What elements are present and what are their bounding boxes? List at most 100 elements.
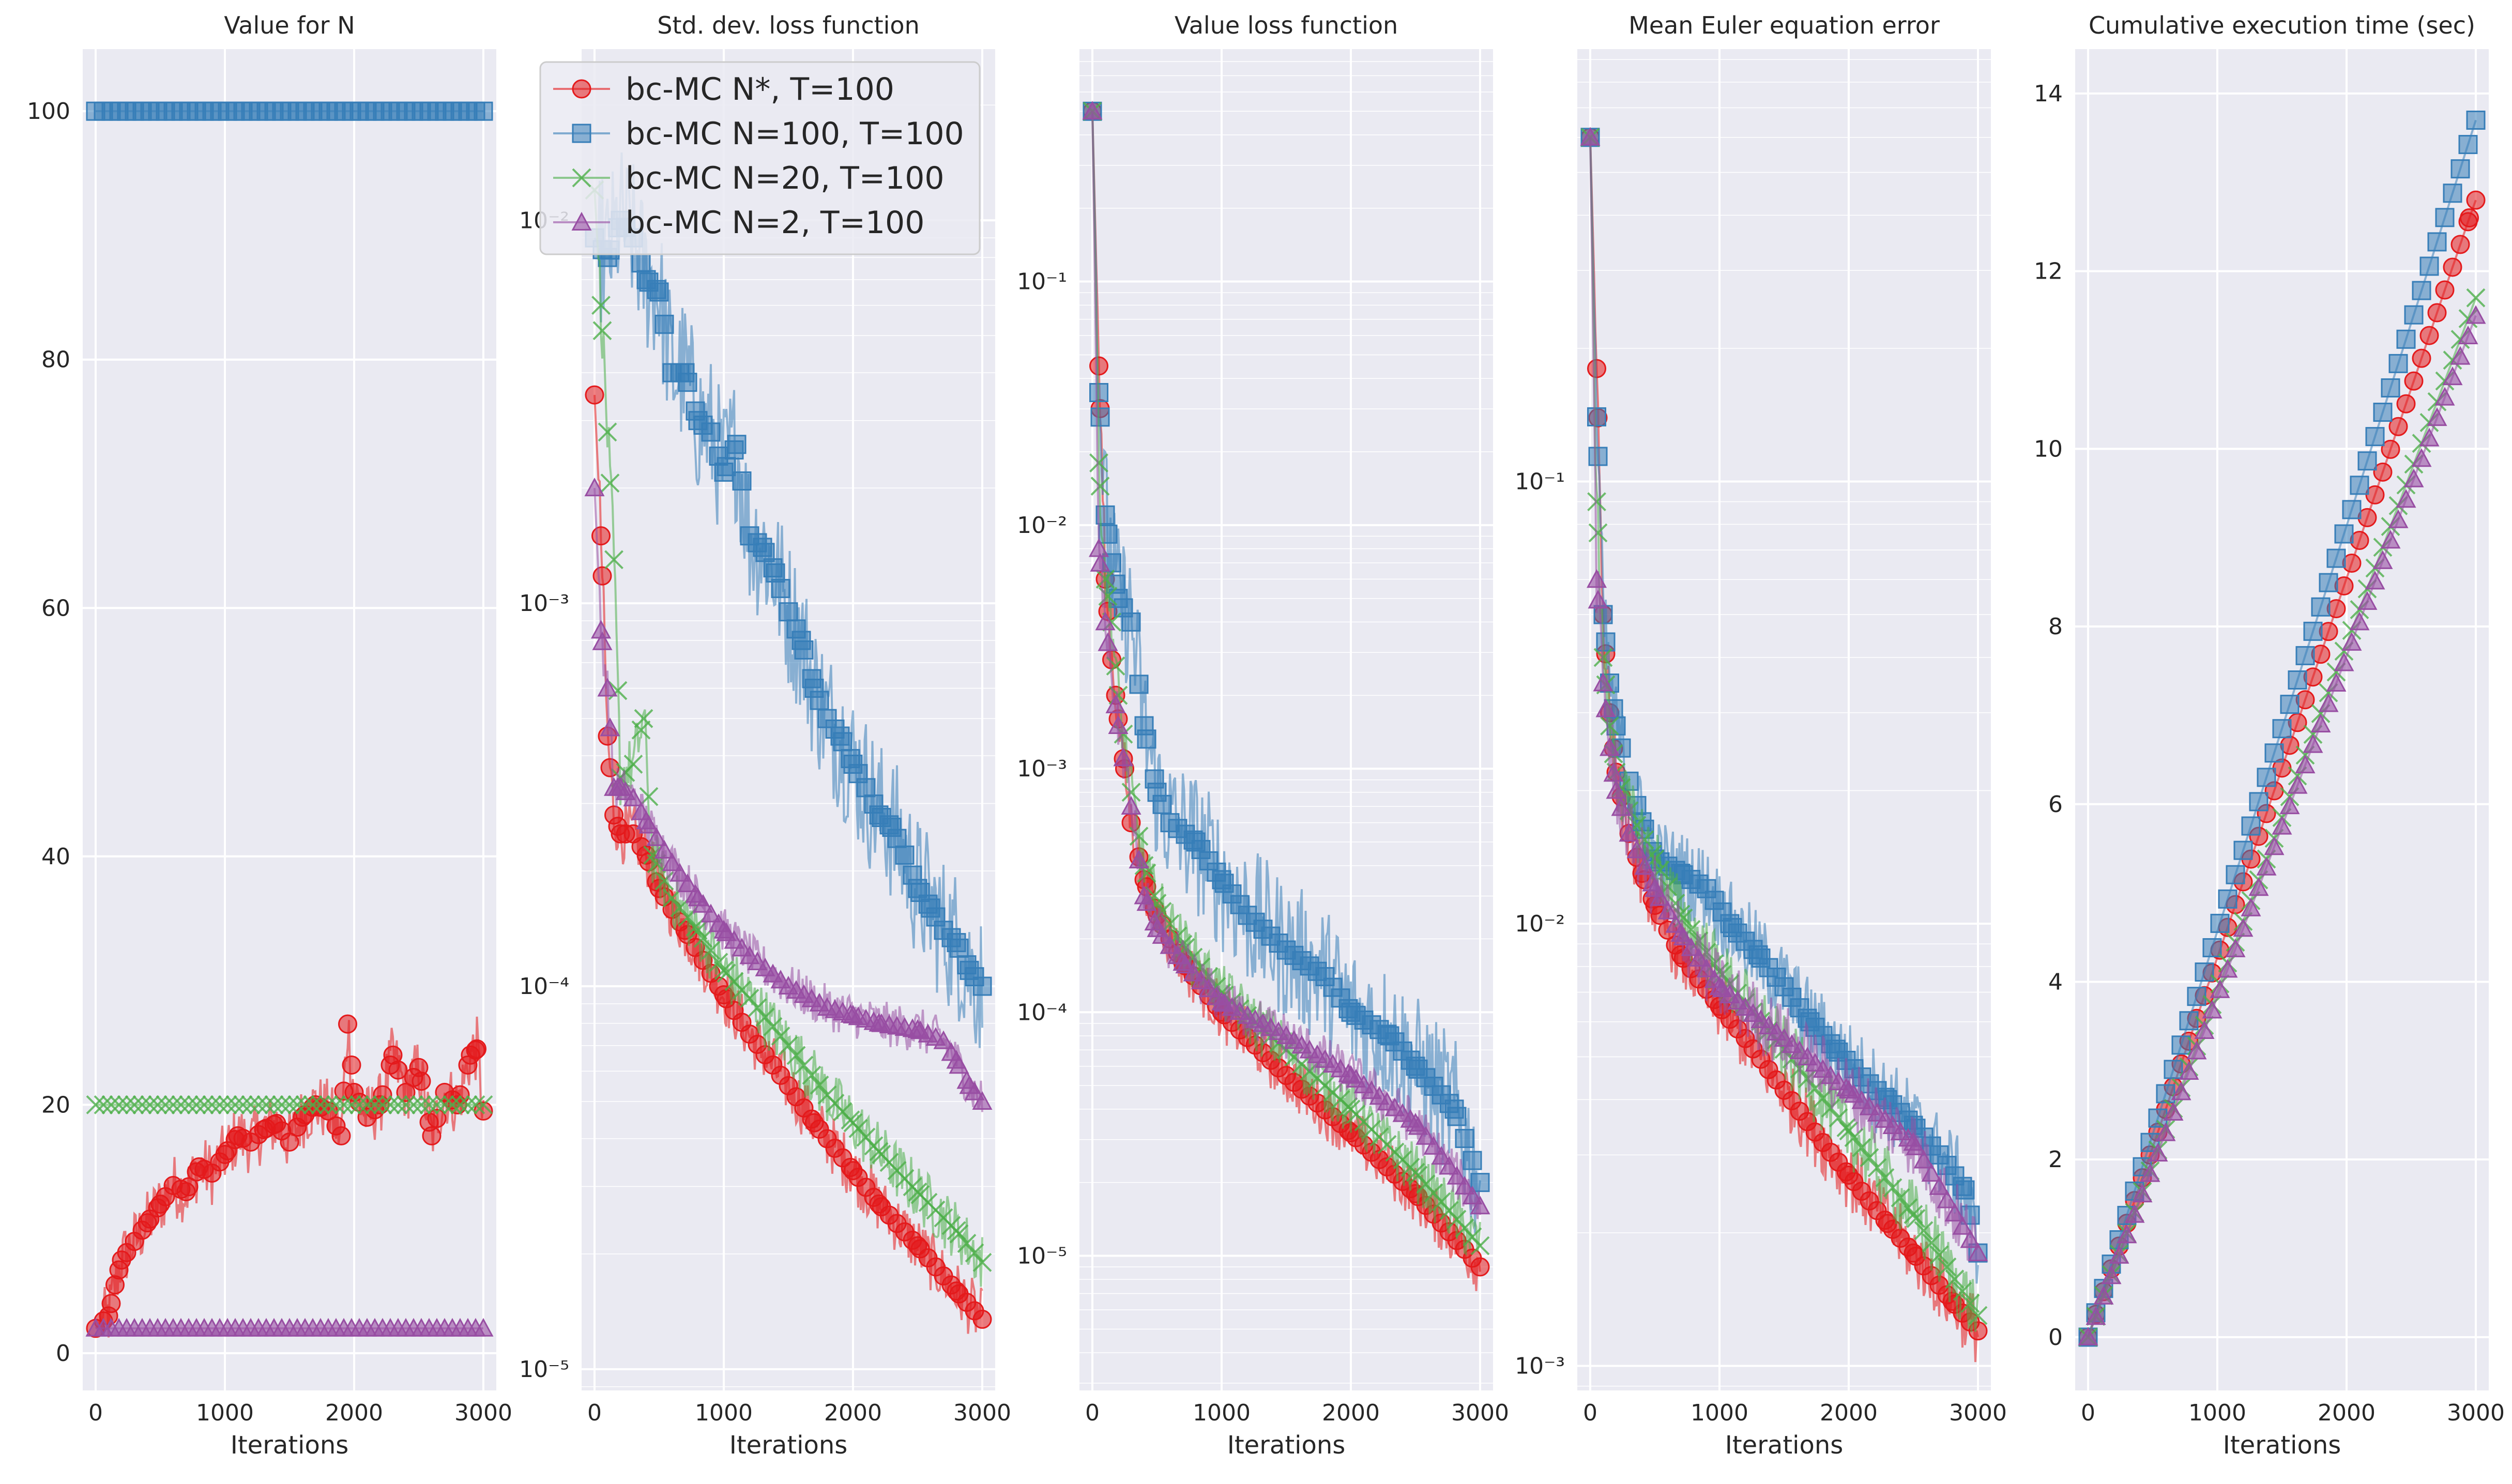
data-point	[2163, 1101, 2184, 1121]
data-point	[249, 1095, 268, 1114]
data-point	[843, 1004, 863, 1024]
data-point	[264, 1095, 284, 1114]
data-point	[280, 1095, 299, 1114]
x-tick-label: 2000	[1820, 1400, 1878, 1426]
data-point	[2427, 407, 2447, 426]
y-tick-label: 10⁻²	[1017, 512, 1067, 539]
data-point	[210, 1095, 230, 1114]
data-point	[1586, 569, 1607, 588]
y-tick-label: 14	[2034, 81, 2063, 107]
x-tick-label: 3000	[2447, 1400, 2505, 1426]
data-point	[280, 1132, 299, 1152]
data-point	[2334, 652, 2354, 671]
data-point	[604, 550, 623, 570]
data-point	[1160, 935, 1180, 954]
data-point	[2093, 1286, 2114, 1305]
data-point	[1852, 1138, 1871, 1157]
data-point	[1463, 1151, 1482, 1170]
data-point	[2148, 1142, 2168, 1162]
data-point	[228, 1126, 248, 1145]
series-line	[593, 152, 983, 1048]
data-point	[2264, 743, 2284, 763]
data-point	[202, 1095, 222, 1114]
data-point	[2132, 1184, 2153, 1203]
data-point	[2303, 734, 2323, 753]
data-point	[473, 1318, 494, 1337]
data-point	[714, 960, 734, 980]
data-point	[724, 930, 744, 949]
panel-4: 0 1000 2000 3000 10⁻³ 10⁻² 10⁻¹ Mean Euler equa…	[1515, 11, 2007, 1460]
series-purple	[584, 477, 993, 1112]
data-point	[2164, 1060, 2183, 1079]
data-point	[1212, 870, 1231, 890]
data-point	[1588, 523, 1608, 543]
data-point	[1611, 797, 1632, 816]
data-point	[1089, 356, 1108, 376]
data-point	[1657, 900, 1678, 920]
data-point	[2412, 281, 2431, 300]
panel-background	[1577, 49, 1991, 1390]
data-point	[1599, 737, 1620, 756]
y-tick-label: 80	[41, 347, 70, 373]
series-blue	[86, 101, 493, 121]
data-point	[1580, 127, 1601, 146]
x-tick-label: 2000	[2318, 1400, 2376, 1426]
data-point	[804, 679, 824, 698]
data-point	[342, 1055, 361, 1075]
legend-label: bc-MC N=20, T=100	[626, 160, 945, 196]
data-point	[2419, 256, 2439, 276]
data-point	[1470, 1257, 1490, 1277]
data-point	[1191, 970, 1211, 989]
data-point	[215, 1144, 235, 1164]
data-point	[959, 1075, 980, 1094]
data-point	[1650, 887, 1670, 906]
data-point	[117, 1095, 136, 1114]
data-point	[611, 824, 630, 844]
data-point	[740, 988, 759, 1008]
data-point	[604, 805, 623, 825]
x-axis-label: Iterations	[2223, 1431, 2341, 1460]
data-point	[1147, 783, 1167, 802]
data-point	[241, 1095, 261, 1114]
data-point	[2078, 1326, 2098, 1345]
data-point	[1968, 1306, 1988, 1325]
data-point	[591, 526, 611, 546]
data-point	[303, 1095, 323, 1114]
data-point	[2365, 485, 2385, 504]
data-point	[1929, 1245, 1949, 1265]
data-point	[2272, 719, 2292, 739]
data-point	[1937, 1189, 1957, 1208]
data-point	[156, 1095, 175, 1114]
data-point	[419, 1095, 439, 1114]
x-tick-label: 1000	[695, 1400, 753, 1426]
data-point	[869, 1142, 889, 1161]
data-point	[2326, 548, 2346, 568]
data-point	[709, 953, 728, 972]
data-point	[1922, 1233, 1941, 1252]
data-point	[2419, 427, 2440, 447]
y-tick-label: 10⁻⁴	[519, 973, 569, 1000]
data-point	[409, 1058, 429, 1077]
data-point	[2241, 816, 2261, 836]
data-point	[649, 282, 669, 302]
data-point	[654, 314, 674, 334]
x-tick-label: 0	[587, 1400, 602, 1426]
data-point	[1444, 1099, 1464, 1119]
data-point	[94, 1095, 113, 1114]
data-point	[412, 1095, 431, 1114]
data-point	[86, 1095, 105, 1114]
y-tick-label: 8	[2048, 614, 2063, 640]
data-point	[1405, 1112, 1426, 1132]
data-point	[2365, 427, 2385, 447]
data-point	[2381, 378, 2400, 397]
data-point	[383, 1045, 403, 1065]
data-point	[2186, 1041, 2207, 1060]
data-point	[373, 1095, 392, 1114]
data-point	[1709, 976, 1730, 995]
data-point	[908, 879, 927, 898]
y-tick-label: 10⁻³	[519, 590, 569, 617]
data-point	[2217, 959, 2238, 978]
data-point	[1681, 937, 1701, 956]
data-point	[396, 1082, 416, 1102]
